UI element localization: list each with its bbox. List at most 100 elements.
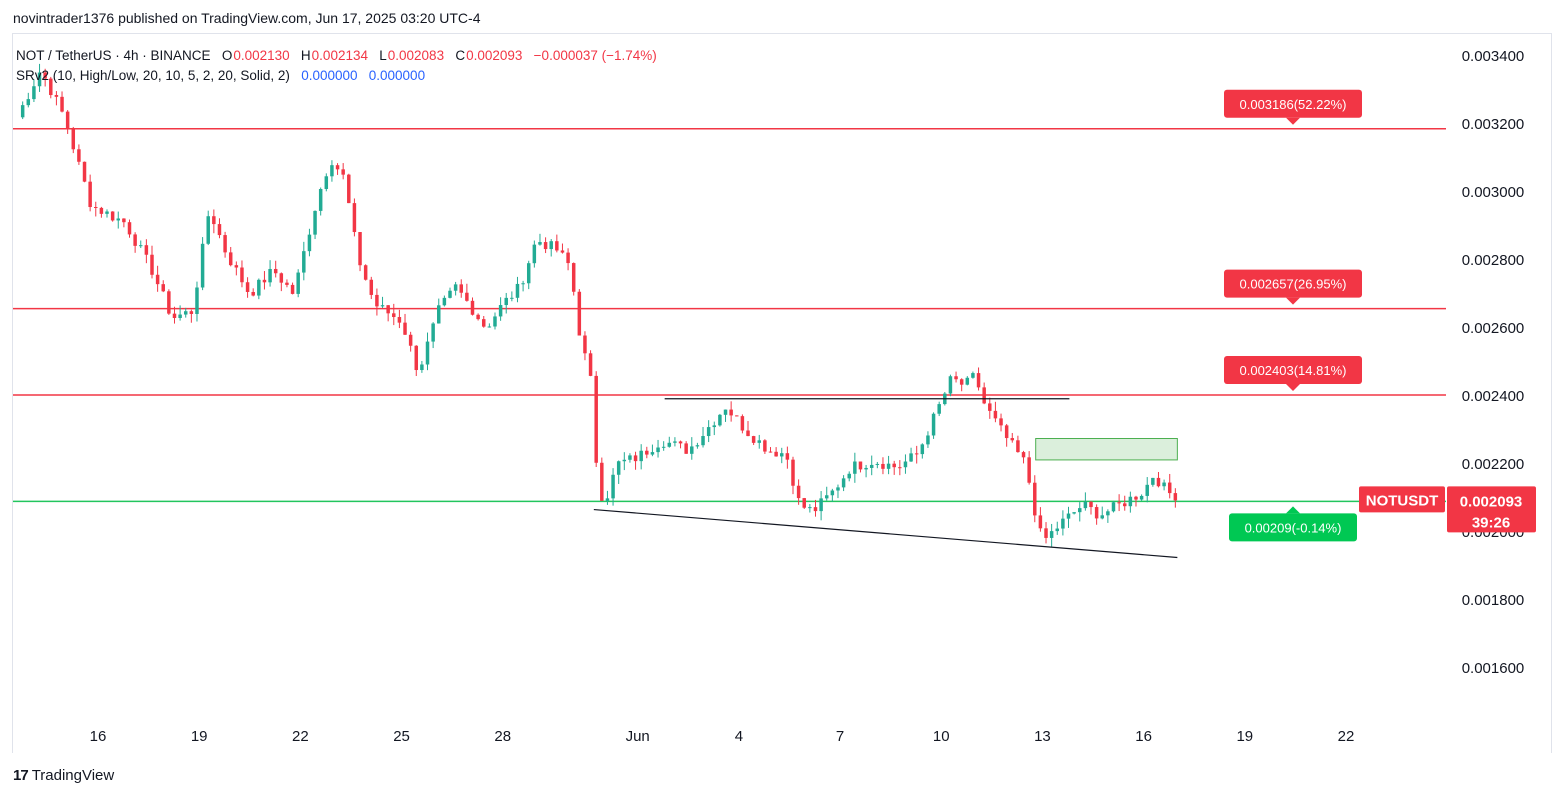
candle-body xyxy=(971,373,975,378)
x-tick-label: 19 xyxy=(1236,728,1253,745)
horizontal-levels xyxy=(13,128,1446,503)
candle-body xyxy=(43,72,47,79)
symbol-info[interactable]: NOT / TetherUS · 4h · BINANCE xyxy=(16,48,211,63)
bar-countdown: 39:26 xyxy=(1472,514,1510,531)
candle-body xyxy=(167,291,171,314)
candle-body xyxy=(577,291,582,336)
candle-body xyxy=(622,459,627,462)
candle-body xyxy=(330,165,334,177)
candle-body xyxy=(594,375,598,463)
candle-body xyxy=(684,443,688,454)
candle-body xyxy=(1162,482,1166,487)
candle-body xyxy=(1033,482,1037,516)
x-tick-label: 16 xyxy=(1135,728,1152,745)
drawings xyxy=(593,398,1178,559)
level-tag-label: 0.00209(-0.14%) xyxy=(1245,520,1342,535)
candle-body xyxy=(392,313,396,318)
candle-body xyxy=(1173,493,1178,501)
candle-body xyxy=(425,341,430,365)
candle-body xyxy=(830,490,835,496)
candle-body xyxy=(200,243,205,288)
candle-body xyxy=(1049,531,1054,538)
candle-body xyxy=(864,467,868,470)
level-tag-box xyxy=(1224,89,1362,118)
candle-body xyxy=(903,461,908,468)
tradingview-logo-icon: 17 xyxy=(13,767,29,784)
candle-body xyxy=(1122,503,1127,507)
candle-body xyxy=(931,413,936,436)
candle-body xyxy=(881,463,885,469)
x-tick-label: 19 xyxy=(191,728,208,745)
candle-body xyxy=(397,317,402,323)
candle-body xyxy=(375,294,379,307)
chart-pane[interactable] xyxy=(12,33,1552,753)
candle-body xyxy=(234,265,239,268)
close-label: C xyxy=(455,48,466,63)
candle-body xyxy=(88,181,92,208)
indicator-row[interactable]: SRv2 (10, High/Low, 20, 10, 5, 2, 20, So… xyxy=(16,66,657,86)
candle-body xyxy=(695,445,700,447)
candle-body xyxy=(1044,528,1048,538)
candle-body xyxy=(1038,515,1043,529)
candle-body xyxy=(116,218,121,221)
candle-body xyxy=(257,279,261,296)
candle-body xyxy=(49,78,53,96)
ohlc-row: NOT / TetherUS · 4h · BINANCE O0.002130 … xyxy=(16,46,657,66)
candle-body xyxy=(802,498,806,508)
candle-body xyxy=(690,446,694,454)
candle-body xyxy=(37,72,42,87)
candle-body xyxy=(324,176,329,190)
candle-body xyxy=(718,414,722,426)
candle-body xyxy=(847,473,851,479)
candle-body xyxy=(341,169,345,175)
level-tag-box xyxy=(1224,269,1362,298)
level-tag-pointer xyxy=(1286,506,1300,514)
candle-body xyxy=(735,415,739,417)
candle-body xyxy=(133,234,137,246)
x-tick-label: 13 xyxy=(1034,728,1051,745)
candle-body xyxy=(105,211,109,214)
y-tick-label: 0.003200 xyxy=(1462,116,1525,133)
published-info: novintrader1376 published on TradingView… xyxy=(13,10,481,26)
candle-body xyxy=(1004,425,1009,439)
candle-body xyxy=(1111,502,1116,512)
candle-body xyxy=(1094,507,1099,519)
candle-body xyxy=(1089,501,1093,508)
level-tag-label: 0.003186(52.22%) xyxy=(1240,97,1347,112)
candle-body xyxy=(701,436,705,446)
candle-body xyxy=(189,311,194,314)
candle-body xyxy=(875,463,880,465)
high-label: H xyxy=(300,48,311,63)
candle-body xyxy=(678,441,683,444)
candle-body xyxy=(20,105,25,118)
footer-brand[interactable]: 17 TradingView xyxy=(13,767,114,784)
candle-body xyxy=(926,435,930,445)
candle-body xyxy=(481,319,486,327)
y-tick-label: 0.002600 xyxy=(1462,320,1525,337)
candle-body xyxy=(1083,501,1088,509)
candle-body xyxy=(487,326,492,328)
candle-body xyxy=(1072,512,1076,514)
last-price-value: 0.002093 xyxy=(1460,493,1523,510)
candle-body xyxy=(403,322,407,335)
x-tick-label: 16 xyxy=(90,728,107,745)
candle-body xyxy=(999,418,1003,426)
candle-body xyxy=(583,335,587,354)
y-tick-label: 0.002400 xyxy=(1462,388,1525,405)
candle-body xyxy=(65,111,70,130)
candle-body xyxy=(279,273,284,283)
indicator-name[interactable]: SRv2 (10, High/Low, 20, 10, 5, 2, 20, So… xyxy=(16,68,290,83)
candle-body xyxy=(352,203,357,233)
price-axis: 0.003400 0.003200 0.003000 0.002800 0.002600… xyxy=(1462,48,1525,677)
candle-body xyxy=(588,353,593,376)
candle-body xyxy=(26,99,31,106)
candle-body xyxy=(740,416,745,431)
candle-body xyxy=(937,404,941,414)
candle-body xyxy=(223,235,227,253)
candle-body xyxy=(824,495,829,499)
candle-body xyxy=(1167,482,1172,494)
candle-body xyxy=(1128,496,1133,507)
candle-body xyxy=(988,403,992,411)
candle-body xyxy=(453,284,458,291)
